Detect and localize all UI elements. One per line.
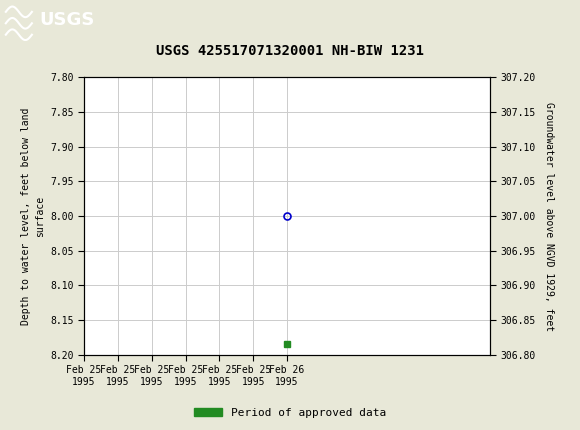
- Y-axis label: Depth to water level, feet below land
surface: Depth to water level, feet below land su…: [21, 108, 45, 325]
- Y-axis label: Groundwater level above NGVD 1929, feet: Groundwater level above NGVD 1929, feet: [544, 101, 554, 331]
- Legend: Period of approved data: Period of approved data: [190, 403, 390, 422]
- Text: USGS 425517071320001 NH-BIW 1231: USGS 425517071320001 NH-BIW 1231: [156, 44, 424, 58]
- Text: USGS: USGS: [39, 11, 95, 29]
